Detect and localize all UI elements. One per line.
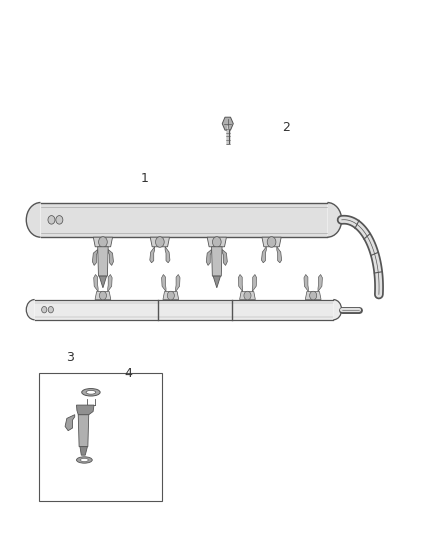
Wedge shape xyxy=(333,300,342,320)
Polygon shape xyxy=(93,237,113,247)
Circle shape xyxy=(48,306,53,313)
Ellipse shape xyxy=(81,458,88,462)
Polygon shape xyxy=(98,247,108,276)
Circle shape xyxy=(167,291,174,300)
Circle shape xyxy=(56,215,63,224)
Polygon shape xyxy=(163,292,179,300)
Ellipse shape xyxy=(82,389,100,396)
Polygon shape xyxy=(207,237,226,247)
Polygon shape xyxy=(78,415,89,447)
Circle shape xyxy=(267,237,276,247)
Polygon shape xyxy=(261,247,266,263)
Circle shape xyxy=(244,291,251,300)
Polygon shape xyxy=(108,274,112,292)
Circle shape xyxy=(99,237,107,247)
Polygon shape xyxy=(238,274,243,292)
Circle shape xyxy=(42,306,47,313)
Wedge shape xyxy=(328,203,342,237)
Polygon shape xyxy=(213,276,220,288)
Polygon shape xyxy=(252,274,257,292)
Polygon shape xyxy=(40,203,328,237)
Wedge shape xyxy=(26,300,35,320)
Circle shape xyxy=(212,237,221,247)
Polygon shape xyxy=(99,276,106,288)
Polygon shape xyxy=(80,447,88,455)
Polygon shape xyxy=(77,405,94,415)
Polygon shape xyxy=(65,415,75,431)
Text: 3: 3 xyxy=(66,351,74,364)
Circle shape xyxy=(99,291,106,300)
Polygon shape xyxy=(318,274,322,292)
Polygon shape xyxy=(240,292,255,300)
Polygon shape xyxy=(95,292,111,300)
Polygon shape xyxy=(176,274,180,292)
Ellipse shape xyxy=(77,457,92,463)
Polygon shape xyxy=(162,274,166,292)
Polygon shape xyxy=(92,249,98,265)
Polygon shape xyxy=(304,274,308,292)
Polygon shape xyxy=(206,249,212,265)
Circle shape xyxy=(48,215,55,224)
Text: 1: 1 xyxy=(141,172,148,185)
Text: 2: 2 xyxy=(283,122,290,134)
Polygon shape xyxy=(150,237,170,247)
Text: 4: 4 xyxy=(125,367,133,379)
Polygon shape xyxy=(35,300,333,320)
Ellipse shape xyxy=(86,390,96,394)
Polygon shape xyxy=(277,247,282,263)
Circle shape xyxy=(155,237,164,247)
Wedge shape xyxy=(26,203,40,237)
Polygon shape xyxy=(262,237,281,247)
Polygon shape xyxy=(222,249,227,265)
Bar xyxy=(39,373,162,501)
Polygon shape xyxy=(108,249,113,265)
Polygon shape xyxy=(212,247,222,276)
Polygon shape xyxy=(165,247,170,263)
Polygon shape xyxy=(150,247,155,263)
Polygon shape xyxy=(222,117,233,130)
Circle shape xyxy=(310,291,317,300)
Polygon shape xyxy=(94,274,98,292)
Polygon shape xyxy=(305,292,321,300)
